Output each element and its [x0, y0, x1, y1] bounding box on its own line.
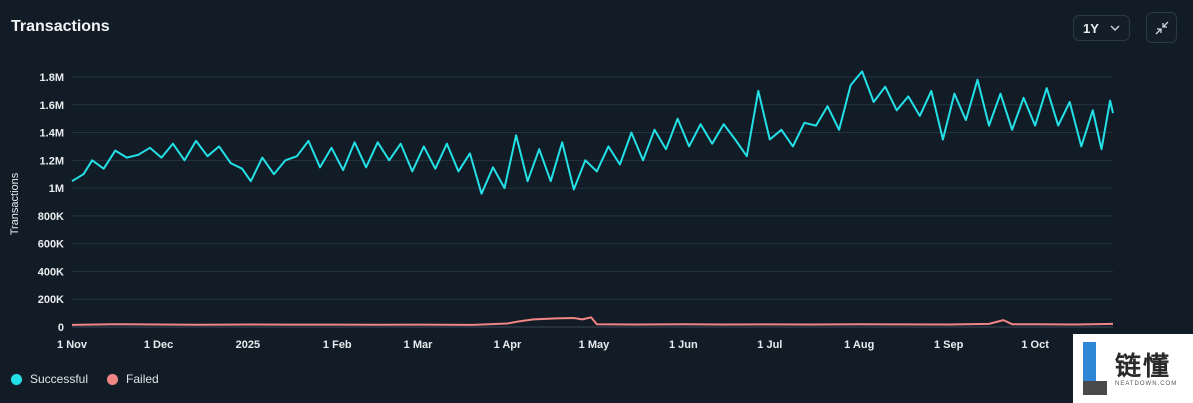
x-tick-label: 1 Sep: [934, 339, 964, 351]
legend-label-successful: Successful: [30, 372, 89, 386]
x-tick-label: 1 May: [579, 339, 610, 351]
y-tick-label: 1.8M: [40, 72, 64, 84]
y-tick-label: 1.2M: [40, 155, 64, 167]
watermark-en: NEATDOWN.COM: [1115, 380, 1178, 387]
x-tick-label: 1 Mar: [404, 339, 433, 351]
x-tick-label: 1 Dec: [144, 339, 173, 351]
y-tick-label: 1M: [49, 183, 64, 195]
legend-swatch-successful: [10, 372, 23, 386]
y-tick-label: 200K: [38, 294, 64, 306]
x-tick-label: 1 Oct: [1021, 339, 1049, 351]
watermark-logo: 链懂 NEATDOWN.COM: [1073, 334, 1193, 403]
legend-label-failed: Failed: [126, 372, 159, 386]
x-tick-label: 1 Apr: [494, 339, 522, 351]
x-tick-label: 1 Jul: [757, 339, 782, 351]
y-tick-label: 400K: [38, 266, 64, 278]
series-line-successful: [71, 70, 1114, 195]
y-tick-label: 600K: [38, 239, 64, 251]
time-range-select[interactable]: 1Y: [1073, 15, 1130, 41]
x-tick-label: 1 Nov: [57, 339, 88, 351]
minimize-icon: [1155, 21, 1168, 34]
x-tick-label: 2025: [236, 339, 260, 351]
legend-item-successful[interactable]: Successful: [10, 372, 88, 386]
x-tick-label: 1 Aug: [844, 339, 874, 351]
x-tick-label: 1 Jun: [669, 339, 698, 351]
time-range-value: 1Y: [1083, 20, 1099, 36]
legend-swatch-failed: [106, 372, 120, 386]
watermark-cn: 链懂: [1115, 350, 1172, 381]
y-tick-label: 1.6M: [40, 100, 64, 112]
chevron-down-icon: [1110, 25, 1120, 31]
x-tick-label: 1 Feb: [323, 339, 352, 351]
page-title: Transactions: [11, 18, 110, 35]
y-tick-label: 0: [58, 322, 64, 334]
series-line-failed: [71, 316, 1114, 326]
chart-legend: Successful Failed: [10, 372, 159, 386]
minimize-button[interactable]: [1146, 12, 1177, 43]
legend-item-failed[interactable]: Failed: [106, 372, 159, 386]
y-tick-label: 800K: [38, 211, 64, 223]
y-tick-label: 1.4M: [40, 128, 64, 140]
watermark-mark: [1077, 334, 1109, 403]
